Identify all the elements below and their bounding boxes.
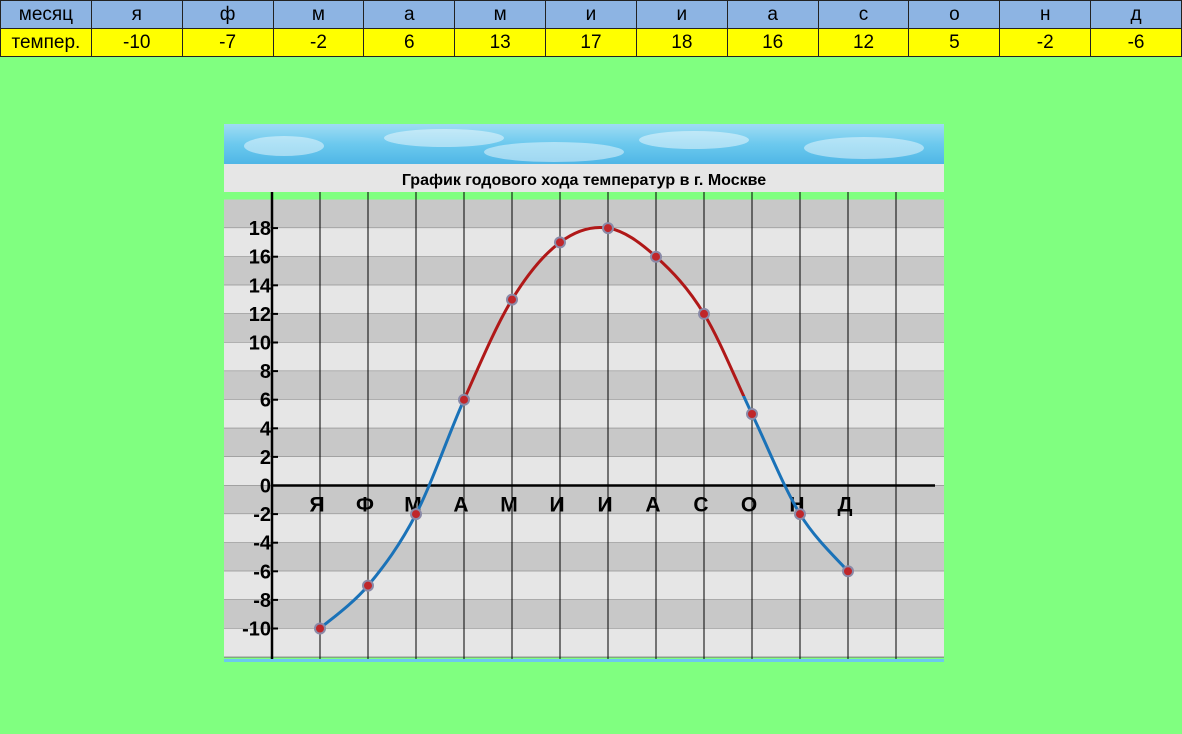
grid-band	[224, 599, 944, 629]
data-point-marker	[746, 408, 758, 420]
chart-title: График годового хода температур в г. Мос…	[402, 172, 766, 189]
data-point-marker	[554, 236, 566, 249]
months-row-label: месяц	[0, 0, 92, 29]
y-tick-label: 2	[260, 447, 271, 469]
month-header-cell: д	[1090, 0, 1182, 29]
temperature-cell: -10	[90, 28, 183, 57]
x-category-label: И	[549, 494, 564, 517]
grid-band	[224, 285, 944, 314]
title-band	[224, 164, 944, 192]
month-header-cell: ф	[181, 0, 274, 29]
grid-band	[224, 399, 944, 429]
month-header-cell: о	[908, 0, 1001, 29]
temps-row: темпер. -10 -7 -2 6 13 17 18 16 12 5 -2 -6	[0, 28, 1182, 57]
temperature-cell: 16	[726, 28, 819, 57]
grid-band	[224, 571, 944, 600]
bottom-border	[224, 659, 944, 662]
data-point-marker	[698, 307, 710, 320]
y-tick-label: -8	[253, 590, 271, 612]
x-category-label: О	[741, 494, 757, 517]
x-category-label: М	[500, 494, 518, 517]
cloud-decoration	[244, 129, 924, 162]
month-header-cell: а	[726, 0, 819, 29]
temperature-cell: -2	[999, 28, 1092, 57]
temperature-cell: 5	[908, 28, 1001, 57]
x-category-label: А	[453, 494, 468, 517]
month-header-cell: а	[363, 0, 456, 29]
data-point-marker	[602, 222, 614, 235]
month-header-cell: я	[90, 0, 183, 29]
x-category-label: А	[645, 494, 660, 517]
y-tick-label: 4	[260, 418, 272, 440]
grid-band	[224, 199, 944, 229]
month-header-cell: м	[454, 0, 547, 29]
x-category-label: И	[597, 494, 612, 517]
sky-banner	[224, 124, 944, 164]
temperature-cell: -6	[1090, 28, 1182, 57]
x-category-label: Д	[838, 494, 853, 517]
data-point-marker	[314, 622, 326, 635]
y-tick-label: -2	[253, 504, 271, 526]
month-header-cell: н	[999, 0, 1092, 29]
temperature-cell: -7	[181, 28, 274, 57]
temperature-cell: 12	[817, 28, 910, 57]
temperature-cell: 18	[635, 28, 728, 57]
grid-band	[224, 428, 944, 457]
chart-svg: График годового хода температур в г. Мос…	[224, 124, 944, 662]
data-point-marker	[458, 393, 470, 406]
grid-band	[224, 342, 944, 372]
grid-band	[224, 228, 944, 257]
y-tick-label: 0	[260, 476, 271, 498]
y-tick-label: -10	[242, 619, 271, 641]
month-header-cell: с	[817, 0, 910, 29]
x-category-label: Я	[309, 494, 324, 517]
data-point-marker	[506, 293, 518, 306]
temperature-cell: 17	[545, 28, 637, 57]
y-tick-label: 8	[260, 361, 271, 383]
x-category-label: С	[693, 494, 708, 517]
x-category-label: Ф	[356, 494, 374, 517]
temperature-line-positive	[464, 226, 746, 396]
temperature-cell: 6	[363, 28, 456, 57]
y-tick-label: 16	[249, 247, 271, 269]
data-point-marker	[842, 565, 854, 578]
y-tick-label: -6	[253, 561, 271, 583]
data-point-marker	[410, 508, 422, 521]
vertical-gridlines	[319, 192, 897, 659]
grid-band	[224, 456, 944, 486]
y-tick-label: 12	[249, 304, 271, 326]
grid-band	[224, 514, 944, 543]
grid-band	[224, 371, 944, 400]
temperature-chart: График годового хода температур в г. Мос…	[224, 124, 944, 662]
grid-band	[224, 628, 944, 658]
month-header-cell: и	[545, 0, 637, 29]
temperature-cell: -2	[272, 28, 365, 57]
data-point-marker	[794, 508, 806, 521]
month-header-cell: и	[635, 0, 728, 29]
y-tick-labels: 18 16 14 12 10 8 6 4 2 0 -2 -4 -6 -8 -10	[242, 218, 278, 641]
grid-band	[224, 313, 944, 343]
temperature-cell: 13	[454, 28, 547, 57]
y-tick-label: -4	[253, 533, 272, 555]
grid-band	[224, 485, 944, 515]
data-point-marker	[650, 250, 662, 263]
y-tick-label: 10	[249, 333, 271, 355]
y-tick-label: 6	[260, 390, 271, 412]
data-points	[314, 222, 854, 635]
month-header-cell: м	[272, 0, 365, 29]
y-tick-label: 18	[249, 218, 271, 240]
y-tick-label: 14	[249, 275, 272, 297]
grid-band	[224, 256, 944, 286]
temps-row-label: темпер.	[0, 28, 92, 57]
background-bands	[224, 199, 944, 658]
data-point-marker	[362, 579, 374, 592]
